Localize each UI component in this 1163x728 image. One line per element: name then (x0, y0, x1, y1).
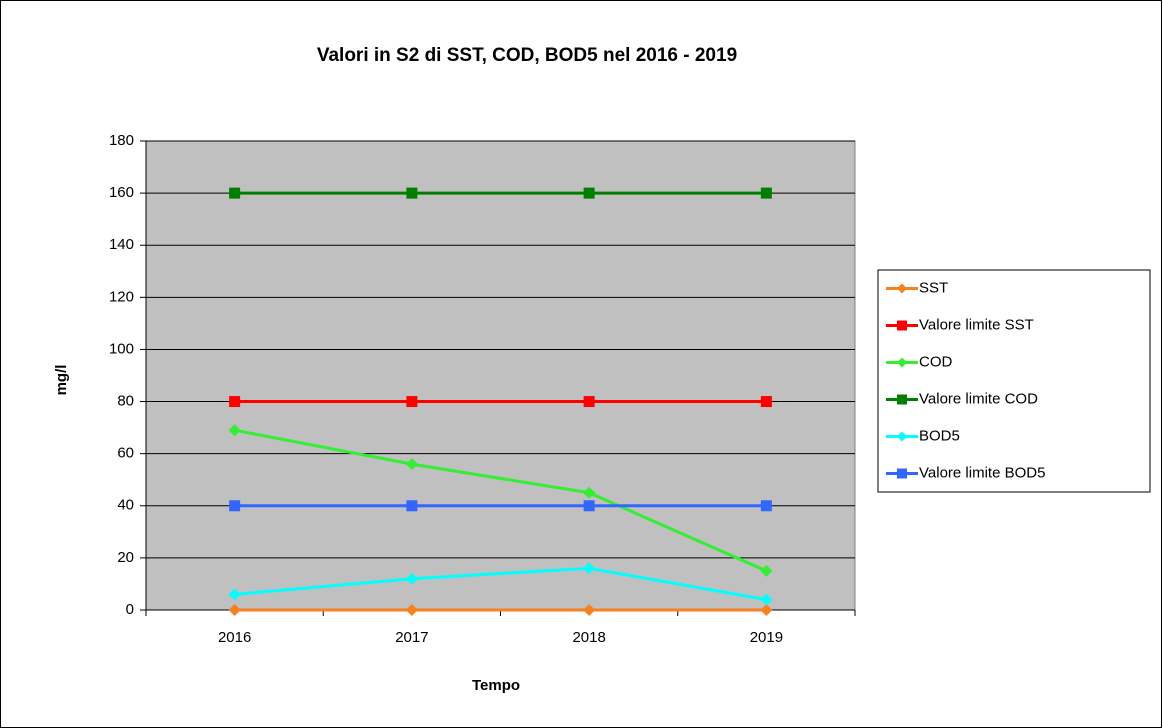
y-tick-label: 100 (109, 340, 134, 357)
data-point (229, 187, 241, 199)
legend-label: Valore limite SST (919, 316, 1034, 333)
y-axis-title: mg/l (53, 365, 70, 396)
plot-area (145, 140, 856, 611)
data-point (405, 458, 418, 471)
data-point (583, 486, 596, 499)
y-tick-label: 0 (126, 601, 134, 618)
data-point (760, 187, 772, 199)
series-line (234, 428, 767, 573)
data-point (583, 604, 596, 616)
y-tick-label: 80 (117, 393, 134, 410)
data-point (760, 396, 772, 408)
data-point (405, 572, 418, 585)
data-point (406, 396, 418, 408)
data-point (760, 593, 773, 606)
y-tick-label: 120 (109, 288, 134, 305)
x-axis-title: Tempo (472, 677, 520, 694)
y-tick-label: 60 (117, 445, 134, 462)
data-point (760, 500, 772, 512)
legend-label: Valore limite COD (919, 390, 1038, 407)
data-point (583, 396, 595, 408)
x-tick-label: 2019 (750, 629, 783, 646)
data-point (583, 187, 595, 199)
legend-marker (897, 357, 907, 368)
data-point (760, 564, 773, 577)
legend-label: COD (919, 353, 953, 370)
y-tick-label: 20 (117, 549, 134, 566)
x-tick-label: 2018 (572, 629, 605, 646)
legend-marker (897, 283, 907, 294)
data-point (229, 500, 241, 512)
legend-box (877, 269, 1151, 493)
legend-label: SST (919, 279, 948, 296)
series-line (234, 566, 767, 602)
data-point (228, 588, 241, 601)
legend-marker (897, 394, 907, 405)
data-point (406, 500, 418, 512)
data-point (228, 604, 241, 616)
y-tick-label: 40 (117, 497, 134, 514)
chart-title: Valori in S2 di SST, COD, BOD5 nel 2016 … (317, 45, 737, 66)
data-point (583, 562, 596, 575)
y-tick-label: 160 (109, 184, 134, 201)
data-point (583, 500, 595, 512)
x-tick-label: 2016 (218, 629, 251, 646)
data-point (760, 604, 773, 616)
legend-marker (897, 468, 907, 479)
legend-marker (897, 320, 907, 331)
x-tick-label: 2017 (395, 629, 428, 646)
y-tick-label: 180 (109, 132, 134, 149)
y-tick-label: 140 (109, 236, 134, 253)
legend-marker (897, 431, 907, 442)
data-point (229, 396, 241, 408)
legend-label: Valore limite BOD5 (919, 464, 1045, 481)
data-point (406, 187, 418, 199)
data-point (228, 424, 241, 437)
data-point (405, 604, 418, 616)
legend-label: BOD5 (919, 427, 960, 444)
